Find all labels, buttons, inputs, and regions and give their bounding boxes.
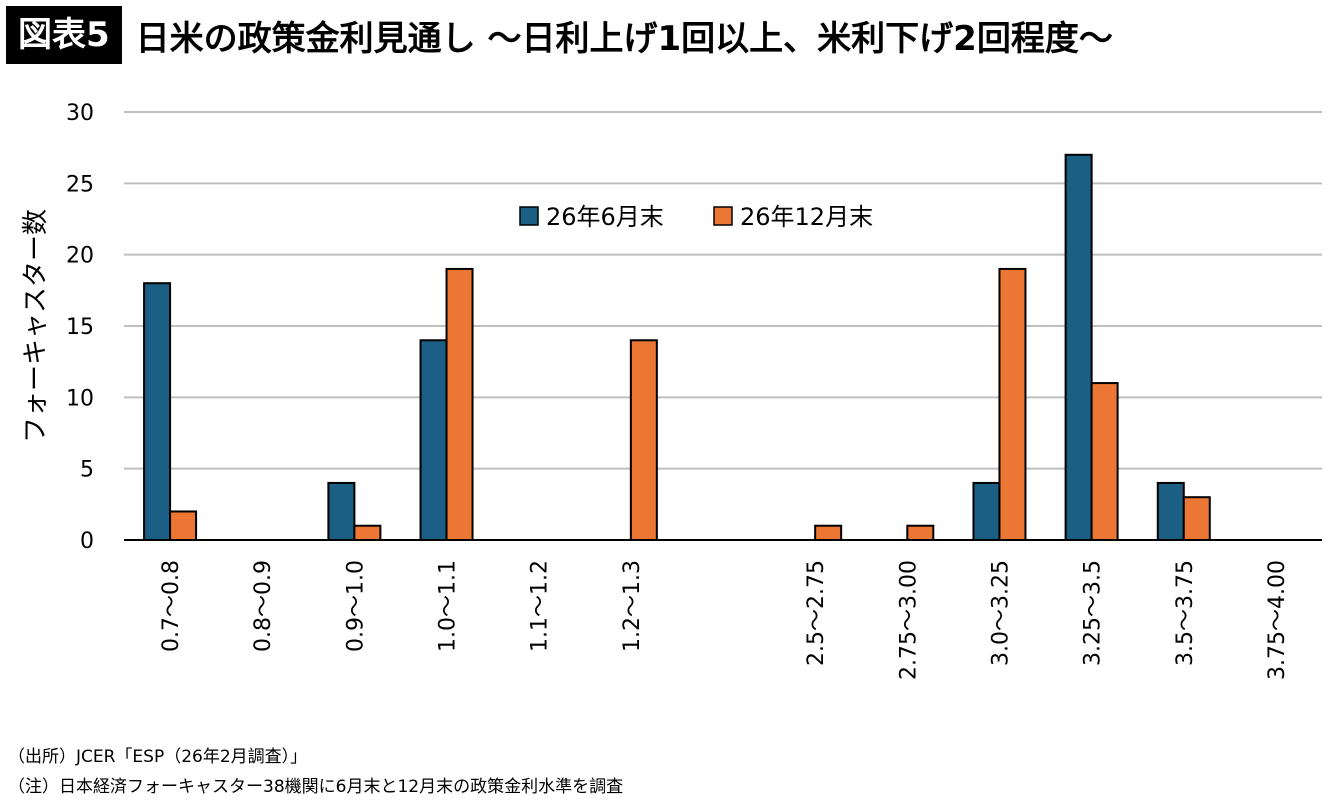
figure-badge: 図表5 <box>6 6 122 64</box>
x-tick-label: 2.75〜3.00 <box>896 560 921 680</box>
y-tick-label: 10 <box>66 386 94 411</box>
x-tick-label: 0.8〜0.9 <box>251 560 276 652</box>
legend-label: 26年6月末 <box>546 203 664 231</box>
figure-header: 図表5 日米の政策金利見通し 〜日利上げ1回以上、米利下げ2回程度〜 <box>6 6 1113 64</box>
x-tick-label: 1.0〜1.1 <box>436 560 461 652</box>
legend-label: 26年12月末 <box>740 203 873 231</box>
bar-jun <box>972 481 1001 541</box>
x-tick-label: 1.1〜1.2 <box>528 560 553 652</box>
bar-dec <box>353 524 382 542</box>
footnotes: （出所）JCER「ESP（26年2月調査）」 （注）日本経済フォーキャスター38… <box>8 742 623 802</box>
bar-jun <box>419 339 448 541</box>
bar-dec <box>1090 382 1119 542</box>
bar-dec <box>169 510 198 542</box>
y-tick-label: 30 <box>66 101 94 126</box>
bar-chart: 0 5 10 15 20 25 30 フォーキャスター数 0.7〜0.8 0.8〜0.9 0.9〜1… <box>21 101 1322 680</box>
legend-swatch <box>713 206 733 226</box>
y-axis-label: フォーキャスター数 <box>21 209 51 443</box>
bar-dec <box>998 267 1027 542</box>
method-note: （注）日本経済フォーキャスター38機関に6月末と12月末の政策金利水準を調査 <box>8 777 624 797</box>
x-tick-label: 0.9〜1.0 <box>343 560 368 652</box>
y-tick-label: 5 <box>80 458 94 483</box>
bar-dec <box>906 524 935 542</box>
x-tick-label: 3.75〜4.00 <box>1265 560 1290 680</box>
x-tick-label: 3.25〜3.5 <box>1081 560 1106 666</box>
bar-dec <box>814 524 843 542</box>
x-tick-label: 0.7〜0.8 <box>159 560 184 652</box>
y-tick-label: 15 <box>66 315 94 340</box>
bar-jun <box>143 282 172 541</box>
bar-jun <box>1156 481 1185 541</box>
legend-swatch <box>519 206 539 226</box>
x-tick-label: 3.0〜3.25 <box>988 560 1013 666</box>
x-tick-label: 1.2〜1.3 <box>620 560 645 652</box>
bar-jun <box>327 481 356 541</box>
x-tick-label: 2.5〜2.75 <box>804 560 829 666</box>
source-note: （出所）JCER「ESP（26年2月調査）」 <box>8 747 308 767</box>
figure-title: 日米の政策金利見通し 〜日利上げ1回以上、米利下げ2回程度〜 <box>135 18 1113 59</box>
bar-dec <box>629 339 658 541</box>
y-tick-label: 20 <box>66 244 94 269</box>
bar-dec <box>445 267 474 542</box>
x-tick-label: 3.5〜3.75 <box>1173 560 1198 666</box>
bar-dec <box>1182 496 1211 542</box>
bar-jun <box>1064 153 1093 542</box>
y-tick-label: 0 <box>80 529 94 554</box>
y-tick-label: 25 <box>66 172 94 197</box>
